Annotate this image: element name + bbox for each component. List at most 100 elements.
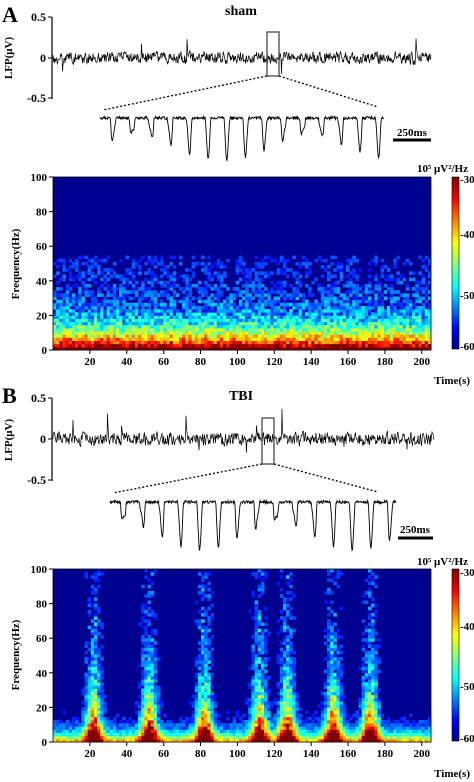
spectrogram-cell bbox=[194, 340, 199, 345]
x-tick-label: 200 bbox=[414, 356, 431, 368]
spectrogram-cell bbox=[251, 738, 255, 743]
spectrogram-cell bbox=[175, 726, 180, 730]
spectrogram-cell bbox=[405, 331, 410, 335]
spectrogram-cell bbox=[138, 719, 142, 724]
spectrogram-cell bbox=[210, 346, 215, 351]
spectrogram-cell bbox=[53, 327, 57, 332]
spectrogram-cell bbox=[204, 283, 208, 288]
spectrogram-cell bbox=[75, 331, 79, 335]
spectrogram-cell bbox=[75, 299, 79, 304]
spectrogram-cell bbox=[377, 309, 381, 313]
spectrogram-cell bbox=[207, 653, 211, 658]
spectrogram-cell bbox=[122, 290, 126, 294]
spectrogram-cell bbox=[191, 327, 196, 332]
spectrogram-cell bbox=[90, 701, 95, 705]
spectrogram-cell bbox=[251, 302, 255, 307]
spectrogram-cell bbox=[408, 343, 413, 348]
spectrogram-cell bbox=[336, 732, 341, 737]
spectrogram-cell bbox=[62, 321, 66, 326]
spectrogram-cell bbox=[358, 346, 363, 351]
spectrogram-cell bbox=[204, 594, 208, 598]
spectrogram-cell bbox=[345, 334, 350, 338]
spectrogram-cell bbox=[311, 302, 315, 307]
spectrogram-cell bbox=[349, 729, 353, 733]
spectrogram-cell bbox=[197, 672, 202, 677]
spectrogram-cell bbox=[330, 679, 334, 683]
spectrogram-cell bbox=[147, 331, 152, 335]
spectrogram-cell bbox=[59, 309, 63, 313]
spectrogram-cell bbox=[361, 710, 366, 715]
spectrogram-cell bbox=[295, 305, 300, 310]
spectrogram-cell bbox=[100, 729, 104, 733]
spectrogram-cell bbox=[156, 293, 161, 297]
spectrogram-cell bbox=[169, 735, 174, 740]
spectrogram-cell bbox=[292, 707, 296, 711]
spectrogram-cell bbox=[264, 575, 268, 579]
spectrogram-cell bbox=[336, 635, 341, 639]
spectrogram-cell bbox=[361, 669, 366, 674]
spectrogram-cell bbox=[323, 318, 328, 323]
spectrogram-cell bbox=[276, 327, 281, 332]
spectrogram-cell bbox=[97, 726, 101, 730]
spectrogram-cell bbox=[339, 735, 344, 740]
spectrogram-cell bbox=[405, 732, 410, 737]
spectrogram-cell bbox=[286, 697, 290, 702]
colorbar-unit: 10⁵ μV²/Hz bbox=[417, 556, 468, 568]
spectrogram-cell bbox=[169, 312, 174, 316]
spectrogram-cell bbox=[311, 324, 315, 329]
spectrogram-cell bbox=[358, 738, 363, 743]
spectrogram-cell bbox=[147, 299, 152, 304]
spectrogram-cell bbox=[308, 331, 312, 335]
spectrogram-cell bbox=[427, 732, 432, 737]
spectrogram-cell bbox=[260, 723, 265, 727]
spectrogram-cell bbox=[147, 343, 152, 348]
spectrogram-cell bbox=[138, 265, 142, 269]
spectrogram-cell bbox=[141, 723, 145, 727]
spectrogram-cell bbox=[109, 287, 114, 291]
spectrogram-cell bbox=[232, 340, 237, 345]
spectrogram-cell bbox=[279, 663, 284, 667]
spectrogram-cell bbox=[308, 327, 312, 332]
spectrogram-cell bbox=[390, 723, 394, 727]
spectrogram-cell bbox=[352, 312, 356, 316]
spectrogram-cell bbox=[276, 318, 281, 323]
spectrogram-cell bbox=[216, 735, 221, 740]
spectrogram-cell bbox=[298, 732, 303, 737]
spectrogram-cell bbox=[330, 296, 334, 301]
spectrogram-cell bbox=[368, 315, 372, 319]
spectrogram-cell bbox=[194, 622, 199, 627]
spectrogram-cell bbox=[380, 305, 385, 310]
spectrogram-cell bbox=[402, 296, 407, 301]
spectrogram-cell bbox=[323, 346, 328, 351]
spectrogram-cell bbox=[286, 704, 290, 708]
spectrogram-cell bbox=[134, 346, 139, 351]
spectrogram-cell bbox=[194, 309, 199, 313]
spectrogram-cell bbox=[144, 271, 148, 275]
spectrogram-cell bbox=[150, 707, 155, 711]
spectrogram-cell bbox=[185, 305, 189, 310]
spectrogram-cell bbox=[345, 343, 350, 348]
spectrogram-cell bbox=[71, 723, 76, 727]
spectrogram-cell bbox=[386, 312, 391, 316]
spectrogram-cell bbox=[207, 616, 211, 620]
spectrogram-cell bbox=[59, 726, 63, 730]
spectrogram-cell bbox=[267, 735, 271, 740]
spectrogram-cell bbox=[197, 666, 202, 671]
x-tick-label: 140 bbox=[303, 748, 320, 760]
spectrogram-cell bbox=[361, 660, 366, 664]
spectrogram-cell bbox=[323, 732, 328, 737]
spectrogram-cell bbox=[336, 280, 341, 285]
spectrogram-cell bbox=[418, 318, 422, 323]
spectrogram-cell bbox=[201, 324, 205, 329]
spectrogram-cell bbox=[295, 302, 300, 307]
spectrogram-cell bbox=[358, 343, 363, 348]
spectrogram-cell bbox=[141, 327, 145, 332]
spectrogram-cell bbox=[279, 682, 284, 686]
spectrogram-cell bbox=[377, 296, 381, 301]
spectrogram-cell bbox=[276, 704, 281, 708]
spectrogram-cell bbox=[399, 315, 404, 319]
spectrogram-cell bbox=[175, 346, 180, 351]
spectrogram-cell bbox=[289, 726, 293, 730]
spectrogram-cell bbox=[386, 337, 391, 341]
spectrogram-cell bbox=[371, 710, 375, 715]
